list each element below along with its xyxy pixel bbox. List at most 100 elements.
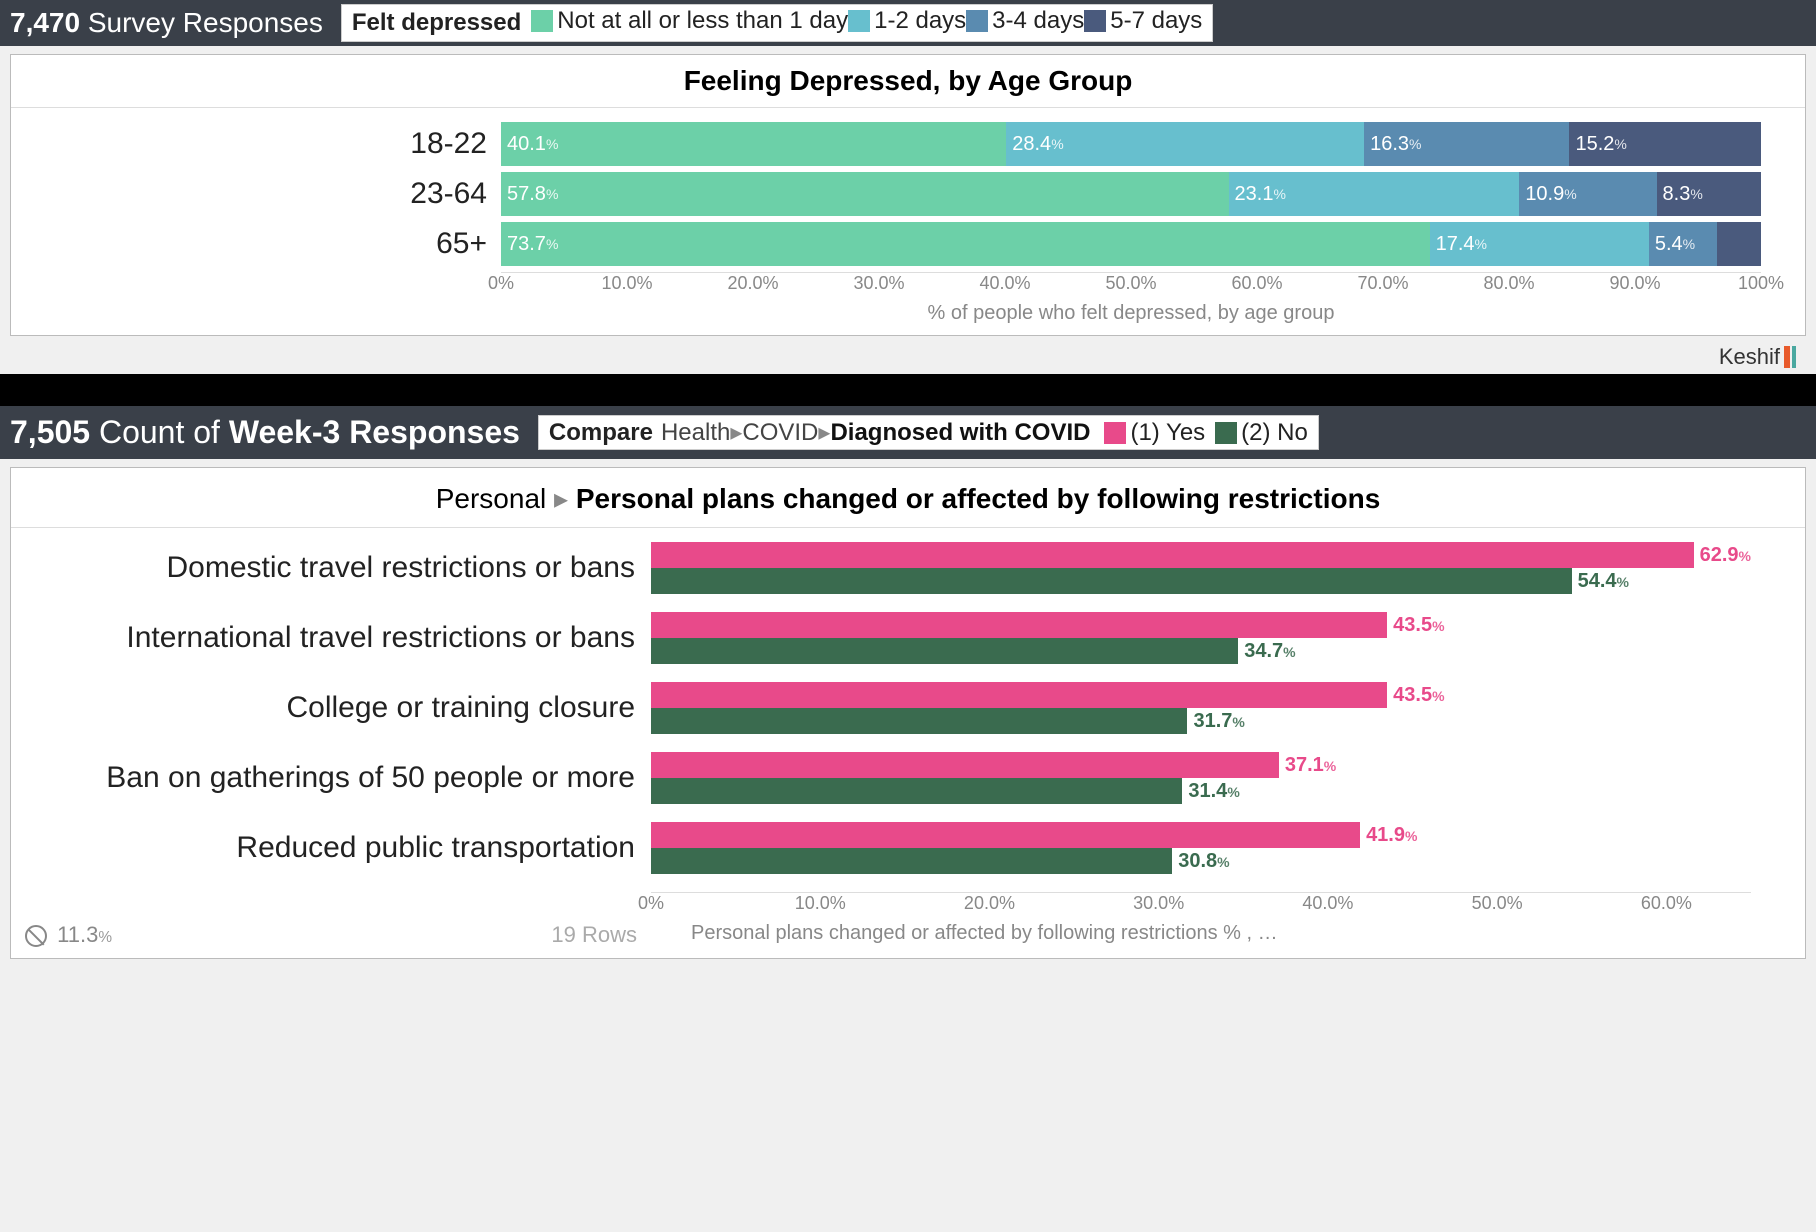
bar[interactable] bbox=[651, 848, 1172, 874]
bar-segment[interactable]: 73.7% bbox=[501, 222, 1430, 266]
bar[interactable] bbox=[651, 752, 1279, 778]
bar[interactable] bbox=[651, 778, 1182, 804]
chevron-right-icon: ▸ bbox=[818, 419, 830, 446]
chart1-axis-title: % of people who felt depressed, by age g… bbox=[501, 298, 1761, 325]
row-label: Ban on gatherings of 50 people or more bbox=[11, 761, 651, 795]
grouped-bar-row: International travel restrictions or ban… bbox=[11, 612, 1805, 664]
legend-item[interactable]: (1) Yes bbox=[1104, 419, 1205, 447]
axis-tick: 20.0% bbox=[964, 893, 1015, 914]
bar-segment[interactable]: 15.2% bbox=[1569, 122, 1761, 166]
chart1-x-axis: 0%10.0%20.0%30.0%40.0%50.0%60.0%70.0%80.… bbox=[501, 272, 1761, 298]
breadcrumb-item[interactable]: Diagnosed with COVID bbox=[830, 419, 1090, 446]
legend-text: 1-2 days bbox=[874, 7, 966, 35]
axis-tick: 30.0% bbox=[1133, 893, 1184, 914]
bar-segment[interactable]: 40.1% bbox=[501, 122, 1006, 166]
rows-count: 19 Rows bbox=[551, 922, 637, 948]
bar-value: 43.5% bbox=[1387, 684, 1444, 707]
bar-track[interactable]: 57.8%23.1%10.9%8.3% bbox=[501, 172, 1761, 216]
bar[interactable] bbox=[651, 682, 1387, 708]
chart2-count: 7,505 bbox=[10, 414, 90, 450]
bar-wrap: 30.8% bbox=[651, 848, 1751, 874]
bar-segment[interactable]: 10.9% bbox=[1519, 172, 1656, 216]
chart2-x-axis: 0%10.0%20.0%30.0%40.0%50.0%60.0% bbox=[651, 892, 1751, 918]
bar[interactable] bbox=[651, 822, 1360, 848]
legend-text: 5-7 days bbox=[1110, 7, 1202, 35]
bar-value: 31.7% bbox=[1187, 710, 1244, 733]
legend-item[interactable]: 1-2 days bbox=[848, 7, 966, 35]
legend-item[interactable]: 3-4 days bbox=[966, 7, 1084, 35]
bar-segment[interactable]: 23.1% bbox=[1229, 172, 1520, 216]
chart2-text: Week-3 Responses bbox=[229, 414, 520, 450]
bar-wrap: 43.5% bbox=[651, 682, 1751, 708]
breadcrumb-item[interactable]: Health bbox=[661, 419, 730, 446]
grouped-bar-row: Reduced public transportation41.9%30.8% bbox=[11, 822, 1805, 874]
legend-item[interactable]: Not at all or less than 1 day bbox=[531, 7, 848, 35]
bar[interactable] bbox=[651, 568, 1572, 594]
bar[interactable] bbox=[651, 638, 1238, 664]
breadcrumb-item[interactable]: COVID bbox=[742, 419, 818, 446]
stacked-bar-row: 18-2240.1%28.4%16.3%15.2% bbox=[11, 122, 1805, 166]
swatch-icon bbox=[848, 10, 870, 32]
chart2-header: 7,505 Count of Week-3 Responses Compare … bbox=[0, 406, 1816, 459]
section-divider bbox=[0, 374, 1816, 406]
bar-value: 43.5% bbox=[1387, 614, 1444, 637]
legend-text: Not at all or less than 1 day bbox=[557, 7, 848, 35]
bar-wrap: 31.7% bbox=[651, 708, 1751, 734]
chart2-mid: Count bbox=[99, 414, 184, 450]
legend-text: (2) No bbox=[1241, 419, 1308, 447]
bar-wrap: 62.9% bbox=[651, 542, 1751, 568]
chart2-legend: Compare Health▸COVID▸Diagnosed with COVI… bbox=[538, 415, 1319, 450]
swatch-icon bbox=[1104, 422, 1126, 444]
axis-tick: 60.0% bbox=[1231, 273, 1282, 294]
axis-tick: 70.0% bbox=[1357, 273, 1408, 294]
bar[interactable] bbox=[651, 542, 1694, 568]
panel-bc-bold: Personal plans changed or affected by fo… bbox=[576, 483, 1380, 514]
null-indicator: 11.3% bbox=[25, 922, 112, 948]
swatch-icon bbox=[531, 10, 553, 32]
bar-segment[interactable]: 5.4% bbox=[1649, 222, 1717, 266]
bar-wrap: 54.4% bbox=[651, 568, 1751, 594]
chart2-panel-title: Personal ▸ Personal plans changed or aff… bbox=[11, 474, 1805, 528]
bar-segment[interactable] bbox=[1717, 222, 1761, 266]
stacked-bar-row: 65+73.7%17.4%5.4% bbox=[11, 222, 1805, 266]
axis-tick: 50.0% bbox=[1472, 893, 1523, 914]
bar-track[interactable]: 40.1%28.4%16.3%15.2% bbox=[501, 122, 1761, 166]
bar-segment[interactable]: 16.3% bbox=[1364, 122, 1569, 166]
axis-tick: 0% bbox=[488, 273, 514, 294]
bar-group: 41.9%30.8% bbox=[651, 822, 1751, 874]
bar-track[interactable]: 73.7%17.4%5.4% bbox=[501, 222, 1761, 266]
compare-label: Compare bbox=[549, 419, 653, 447]
legend-item[interactable]: 5-7 days bbox=[1084, 7, 1202, 35]
bar-wrap: 43.5% bbox=[651, 612, 1751, 638]
row-label: College or training closure bbox=[11, 691, 651, 725]
bar-segment[interactable]: 17.4% bbox=[1430, 222, 1649, 266]
axis-tick: 50.0% bbox=[1105, 273, 1156, 294]
stacked-bar-row: 23-6457.8%23.1%10.9%8.3% bbox=[11, 172, 1805, 216]
legend-text: 3-4 days bbox=[992, 7, 1084, 35]
row-label: International travel restrictions or ban… bbox=[11, 621, 651, 655]
legend-item[interactable]: (2) No bbox=[1215, 419, 1308, 447]
chart1-count: 7,470 bbox=[10, 7, 80, 38]
chart2-of: of bbox=[193, 414, 220, 450]
chart1-panel: Feeling Depressed, by Age Group 18-2240.… bbox=[10, 54, 1806, 336]
bar-segment[interactable]: 8.3% bbox=[1657, 172, 1761, 216]
row-label: 65+ bbox=[11, 227, 501, 261]
row-label: 23-64 bbox=[11, 177, 501, 211]
bar-segment[interactable]: 57.8% bbox=[501, 172, 1229, 216]
axis-tick: 10.0% bbox=[601, 273, 652, 294]
axis-tick: 10.0% bbox=[795, 893, 846, 914]
keshif-logo-icon bbox=[1784, 346, 1802, 368]
chart2-axis-title: Personal plans changed or affected by fo… bbox=[691, 918, 1805, 948]
bar-group: 43.5%34.7% bbox=[651, 612, 1751, 664]
chart1-header: 7,470 Survey Responses Felt depressed No… bbox=[0, 0, 1816, 46]
swatch-icon bbox=[1215, 422, 1237, 444]
chart1-legend: Felt depressed Not at all or less than 1… bbox=[341, 4, 1213, 42]
bar[interactable] bbox=[651, 612, 1387, 638]
bar[interactable] bbox=[651, 708, 1187, 734]
bar-segment[interactable]: 28.4% bbox=[1006, 122, 1364, 166]
grouped-bar-row: Ban on gatherings of 50 people or more37… bbox=[11, 752, 1805, 804]
bar-wrap: 31.4% bbox=[651, 778, 1751, 804]
axis-tick: 40.0% bbox=[1302, 893, 1353, 914]
chart1-title-text: Survey Responses bbox=[88, 7, 323, 38]
grouped-bar-row: Domestic travel restrictions or bans62.9… bbox=[11, 542, 1805, 594]
